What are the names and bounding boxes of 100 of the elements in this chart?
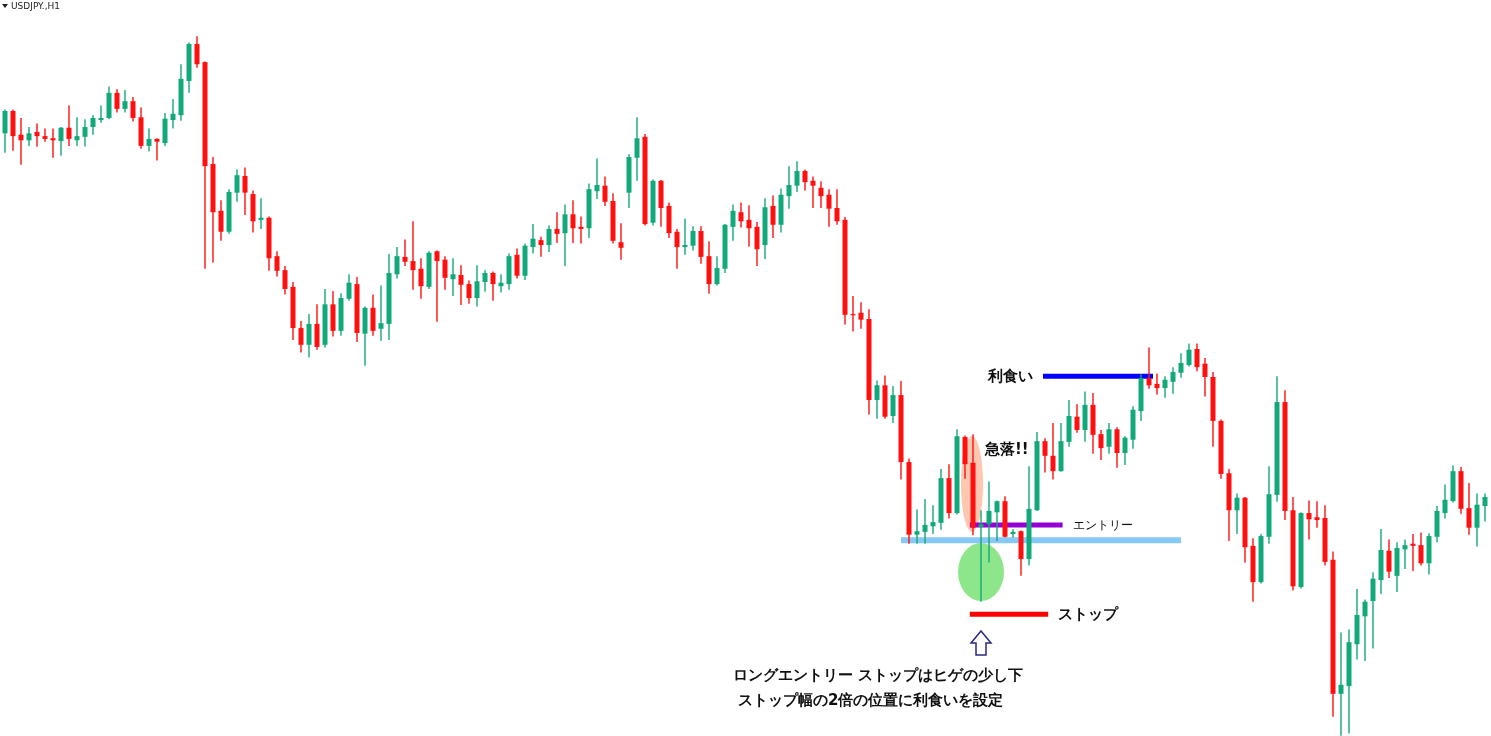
candlestick	[66, 105, 72, 146]
candlestick	[546, 225, 552, 252]
candlestick	[1386, 539, 1392, 578]
candlestick	[346, 274, 352, 301]
candlestick	[1234, 493, 1240, 534]
candlestick	[770, 195, 776, 239]
candlestick	[554, 212, 560, 243]
candlestick	[890, 386, 896, 423]
candlestick	[50, 128, 56, 158]
candlestick	[242, 167, 248, 215]
candlestick	[418, 258, 424, 299]
candlestick	[98, 105, 104, 123]
candlestick	[1362, 599, 1368, 662]
candlestick	[378, 285, 384, 341]
candlestick	[1122, 436, 1128, 465]
candlestick	[674, 228, 680, 269]
candlestick	[570, 200, 576, 243]
candlestick	[1146, 347, 1152, 389]
candlestick	[402, 239, 408, 266]
candlestick	[1178, 353, 1184, 378]
annotation: ロングエントリー ストップはヒゲの少し下	[733, 666, 1024, 684]
candlestick	[754, 221, 760, 266]
candlestick	[1114, 427, 1120, 468]
candlestick	[738, 202, 744, 228]
candlestick	[434, 250, 440, 322]
candlestick	[474, 265, 480, 307]
candlestick	[810, 176, 816, 209]
candlestick	[114, 89, 120, 113]
candlestick	[1306, 500, 1312, 540]
chart-title: USDJPY.,H1	[11, 1, 61, 11]
candlestick	[794, 161, 800, 192]
candlestick	[450, 258, 456, 296]
candlestick	[74, 117, 80, 146]
candlestick	[1186, 343, 1192, 367]
candlestick	[994, 500, 1000, 541]
candlestick	[1154, 373, 1160, 395]
candlestick	[1370, 572, 1376, 649]
candlestick	[1338, 632, 1344, 736]
ref-line-label: ストップ	[1058, 605, 1120, 624]
candlestick	[634, 117, 640, 181]
candlestick	[834, 189, 840, 225]
candlestick	[394, 247, 400, 279]
candlestick	[1466, 483, 1472, 535]
candlestick	[1474, 493, 1480, 547]
candlestick	[194, 36, 200, 68]
candlestick	[714, 256, 720, 286]
candlestick	[1074, 404, 1080, 433]
candlestick	[922, 499, 928, 544]
candlestick	[58, 127, 64, 156]
candlestick	[410, 221, 416, 290]
candlestick	[602, 176, 608, 206]
candlestick	[802, 169, 808, 191]
candlestick	[1042, 438, 1048, 473]
candlestick	[42, 128, 48, 142]
candlestick	[530, 224, 536, 254]
candlestick	[458, 265, 464, 306]
candlestick	[594, 158, 600, 199]
candlestick	[1402, 539, 1408, 569]
candlestick	[562, 204, 568, 266]
candlestick	[370, 294, 376, 336]
candlestick	[2, 109, 8, 153]
candlestick	[1106, 422, 1112, 454]
candlestick	[1442, 484, 1448, 519]
candlestick	[274, 251, 280, 277]
candlestick	[978, 510, 984, 602]
candlestick	[1418, 532, 1424, 566]
candlestick	[618, 223, 624, 260]
candlestick	[306, 314, 312, 358]
candlestick	[1010, 529, 1016, 538]
candlestick	[90, 115, 96, 135]
candlestick	[1162, 376, 1168, 398]
candlestick	[170, 99, 176, 129]
candlestick	[1482, 493, 1488, 522]
candlestick	[466, 280, 472, 304]
candlestick	[490, 271, 496, 301]
candlestick	[874, 380, 880, 419]
candlestick	[730, 204, 736, 241]
ref-line-label: エントリー	[1072, 518, 1133, 533]
candlestick	[34, 123, 40, 147]
candlestick	[858, 302, 864, 329]
candlestick	[986, 481, 992, 563]
candlestick	[130, 97, 136, 122]
candlestick	[1050, 422, 1056, 480]
candlestick	[282, 265, 288, 295]
ref-line-label: 利食い	[987, 367, 1033, 386]
annotation: ストップ幅の2倍の位置に利食いを設定	[738, 691, 1004, 709]
candlestick	[258, 198, 264, 229]
candlestick	[218, 200, 224, 241]
candlestick	[746, 205, 752, 247]
candlestick	[26, 127, 32, 146]
candlestick	[690, 226, 696, 251]
candlestick	[82, 119, 88, 147]
candlestick	[1194, 343, 1200, 372]
candlestick	[914, 509, 920, 544]
candlestick	[1170, 367, 1176, 394]
candlestick	[682, 218, 688, 255]
candlestick	[234, 169, 240, 202]
candlestick	[538, 236, 544, 257]
candlestick	[482, 270, 488, 292]
candlestick	[1410, 533, 1416, 571]
